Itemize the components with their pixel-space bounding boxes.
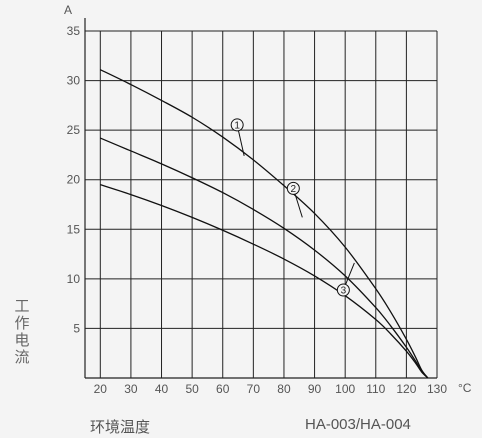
x-unit-label: °C bbox=[458, 381, 472, 395]
series-line-3 bbox=[100, 184, 429, 379]
leader-line bbox=[294, 193, 303, 218]
x-tick-label: 120 bbox=[396, 382, 416, 396]
y-tick-label: 5 bbox=[73, 321, 80, 335]
marker-circle bbox=[336, 283, 350, 297]
annotations: 1 2 3 bbox=[230, 118, 355, 297]
x-tick-label: 40 bbox=[155, 382, 169, 396]
y-tick-label: 35 bbox=[67, 24, 81, 38]
x-tick-label: 80 bbox=[277, 382, 291, 396]
model-label: HA-003/HA-004 bbox=[305, 416, 411, 433]
marker-label: 3 bbox=[341, 285, 347, 296]
leader-line bbox=[237, 130, 245, 157]
y-tick-label: 10 bbox=[67, 272, 81, 286]
x-tick-label: 110 bbox=[366, 382, 385, 396]
y-tick-label: 15 bbox=[67, 222, 81, 236]
series-marker-3: 3 bbox=[336, 262, 355, 297]
leader-line bbox=[345, 262, 355, 285]
x-tick-label: 60 bbox=[216, 382, 230, 396]
series-marker-2: 2 bbox=[286, 181, 303, 218]
x-tick-label: 70 bbox=[247, 382, 261, 396]
series-group bbox=[100, 69, 429, 379]
x-axis-label: 环境温度 bbox=[90, 418, 151, 436]
y-unit-label: A bbox=[64, 3, 72, 17]
axes bbox=[84, 18, 438, 379]
x-tick-label: 20 bbox=[94, 382, 108, 396]
series-line-2 bbox=[100, 137, 429, 379]
marker-label: 2 bbox=[291, 184, 297, 195]
y-tick-label: 25 bbox=[67, 123, 81, 137]
y-tick-label: 20 bbox=[67, 173, 81, 187]
series-marker-1: 1 bbox=[230, 118, 245, 157]
marker-circle bbox=[230, 118, 244, 132]
x-tick-label: 90 bbox=[308, 382, 322, 396]
marker-label: 1 bbox=[234, 120, 240, 131]
marker-circle bbox=[286, 181, 300, 195]
x-tick-label: 100 bbox=[335, 382, 355, 396]
y-tick-label: 30 bbox=[67, 74, 81, 88]
x-tick-label: 130 bbox=[427, 382, 447, 396]
series-line-1 bbox=[100, 69, 429, 379]
y-axis-label: 工作电流 bbox=[14, 297, 30, 366]
x-tick-label: 50 bbox=[185, 382, 199, 396]
x-tick-label: 30 bbox=[124, 382, 138, 396]
grid-lines bbox=[85, 30, 438, 378]
